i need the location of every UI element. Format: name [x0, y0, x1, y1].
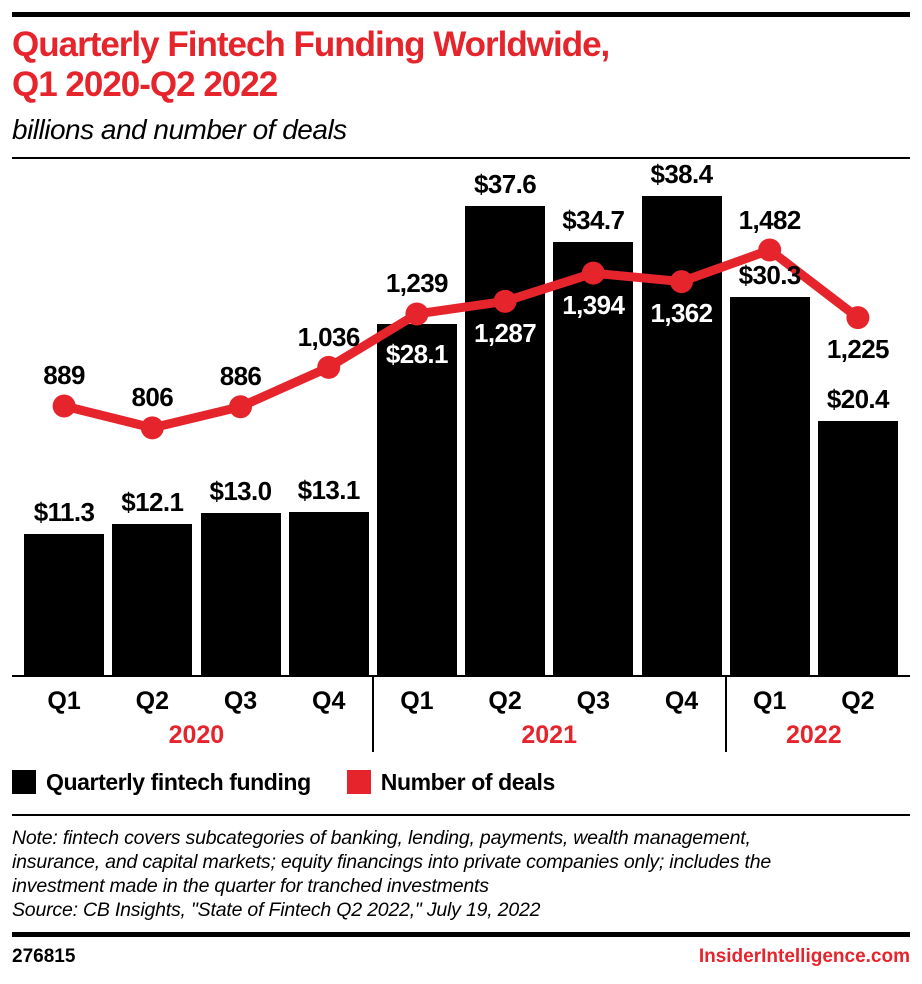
- funding-value-label: $30.3: [738, 259, 802, 290]
- footnote-line: insurance, and capital markets; equity f…: [12, 850, 771, 873]
- deals-point: [581, 261, 605, 285]
- funding-bar: [24, 534, 105, 676]
- site-link[interactable]: InsiderIntelligence.com: [698, 945, 910, 967]
- x-axis-label: Q4: [664, 686, 699, 715]
- deals-value-label: 806: [131, 382, 174, 413]
- deals-point: [317, 355, 341, 379]
- funding-value-label: $28.1: [385, 339, 449, 370]
- deals-value-label: 1,225: [826, 334, 890, 365]
- chart-subtitle: billions and number of deals: [12, 113, 347, 145]
- funding-swatch: [12, 770, 36, 794]
- funding-bar: [729, 296, 810, 676]
- x-axis-label: Q2: [488, 686, 522, 715]
- x-axis-label: Q1: [47, 686, 81, 715]
- deals-point: [846, 305, 870, 329]
- x-axis-label: Q3: [576, 686, 610, 715]
- header: Quarterly Fintech Funding Worldwide, Q1 …: [12, 25, 910, 147]
- funding-bar: [376, 324, 457, 676]
- footnote: Note: fintech covers subcategories of ba…: [12, 826, 910, 922]
- funding-value-label: $11.3: [33, 497, 95, 528]
- funding-bar: [200, 513, 281, 676]
- footnote-line: investment made in the quarter for tranc…: [12, 874, 489, 897]
- legend-item-funding: Quarterly fintech funding: [12, 769, 311, 796]
- legend: Quarterly fintech funding Number of deal…: [12, 769, 910, 796]
- funding-value-label: $37.6: [474, 168, 537, 199]
- funding-value-label: $34.7: [562, 204, 625, 235]
- deals-point: [405, 301, 429, 325]
- deals-point: [493, 289, 517, 313]
- funding-bar: [817, 420, 898, 676]
- chart-title: Quarterly Fintech Funding Worldwide, Q1 …: [12, 25, 910, 106]
- legend-label-funding: Quarterly fintech funding: [46, 768, 311, 795]
- funding-value-label: $38.4: [650, 158, 713, 189]
- x-axis-label: Q2: [841, 686, 875, 715]
- header-divider: [12, 156, 910, 159]
- footnote-line: Note: fintech covers subcategories of ba…: [12, 826, 751, 849]
- deals-value-label: 889: [43, 360, 85, 391]
- deals-value-label: 1,362: [650, 298, 713, 329]
- year-label: 2020: [168, 720, 225, 749]
- top-accent-bar: [12, 12, 910, 17]
- deals-value-label: 1,239: [385, 268, 449, 299]
- funding-value-label: $13.0: [209, 476, 272, 506]
- deals-value-label: 1,482: [738, 204, 802, 235]
- funding-value-label: $20.4: [826, 383, 890, 414]
- deals-point: [229, 394, 252, 418]
- source-line: Source: CB Insights, "State of Fintech Q…: [12, 898, 541, 921]
- year-separator: [371, 675, 374, 752]
- deals-point: [670, 269, 693, 293]
- deals-value-label: 1,287: [474, 317, 537, 348]
- note-divider: [12, 813, 910, 816]
- x-axis-label: Q1: [753, 686, 787, 715]
- infographic: Quarterly Fintech Funding Worldwide, Q1 …: [0, 12, 922, 968]
- funding-bar: [553, 241, 634, 676]
- x-axis-label: Q2: [135, 686, 169, 715]
- x-axis-label: Q4: [312, 686, 346, 715]
- deals-value-label: 886: [219, 361, 262, 392]
- deals-value-label: 1,394: [562, 289, 625, 320]
- deals-value-label: 1,036: [297, 321, 361, 352]
- deals-point: [758, 238, 782, 262]
- funding-value-label: $12.1: [121, 487, 184, 518]
- footer: 276815 InsiderIntelligence.com: [12, 946, 910, 968]
- deals-line-path: [59, 245, 863, 432]
- footer-divider: [12, 931, 910, 937]
- legend-label-deals: Number of deals: [380, 768, 556, 795]
- legend-item-deals: Number of deals: [346, 768, 556, 796]
- chart-area: Q1 Q2 Q3 Q4 Q1 Q2 Q3 Q4 Q1 Q2 2020 2021 2022 $11.3 $12…: [12, 159, 910, 757]
- funding-value-label: $13.1: [297, 474, 361, 505]
- deals-point: [52, 393, 76, 417]
- x-axis-label: Q3: [223, 686, 258, 715]
- deals-swatch: [346, 770, 371, 794]
- axis-baseline: [12, 674, 910, 677]
- deals-line: [52, 238, 870, 439]
- year-label: 2021: [521, 720, 577, 749]
- deals-point: [140, 415, 164, 439]
- funding-bar: [288, 511, 369, 676]
- chart-title-line1: Quarterly Fintech Funding Worldwide,: [12, 25, 610, 64]
- x-axis-label: Q1: [400, 686, 434, 715]
- chart-title-line2: Q1 2020-Q2 2022: [12, 65, 278, 105]
- funding-bar: [465, 205, 546, 676]
- year-label: 2022: [785, 720, 842, 749]
- chart-id: 276815: [12, 945, 76, 967]
- funding-bar: [112, 524, 193, 676]
- year-separator: [724, 675, 727, 752]
